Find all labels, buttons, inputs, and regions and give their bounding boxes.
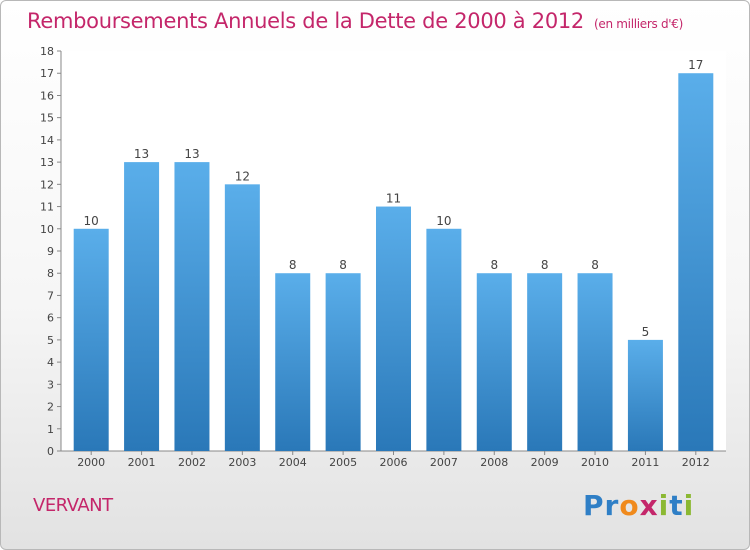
- bar: [678, 73, 714, 451]
- y-tick-label: 18: [40, 45, 54, 58]
- bar: [73, 228, 109, 451]
- y-tick-label: 15: [40, 112, 54, 125]
- x-tick-label: 2000: [77, 456, 105, 469]
- bar-value-label: 10: [436, 214, 451, 228]
- bar-value-label: 8: [339, 258, 347, 272]
- logo-letter: x: [639, 489, 659, 522]
- bar: [577, 273, 613, 451]
- x-tick-label: 2002: [178, 456, 206, 469]
- bar-value-label: 5: [642, 325, 650, 339]
- logo-letter: P: [583, 489, 605, 522]
- bar-value-label: 8: [541, 258, 549, 272]
- x-tick-label: 2012: [682, 456, 710, 469]
- bars: 10 13 13 12 8 8 11 10 8 8 8 5 17: [73, 58, 714, 452]
- y-tick-label: 14: [40, 134, 54, 147]
- bar: [174, 162, 210, 451]
- x-tick-label: 2009: [531, 456, 559, 469]
- y-tick-label: 5: [47, 334, 54, 347]
- bar-value-label: 8: [490, 258, 498, 272]
- y-tick-label: 4: [47, 356, 54, 369]
- x-tick-label: 2006: [380, 456, 408, 469]
- bar-value-label: 17: [688, 58, 703, 72]
- y-tick-label: 9: [47, 245, 54, 258]
- bar: [124, 162, 160, 451]
- bar: [376, 206, 411, 451]
- x-tick-label: 2011: [631, 456, 659, 469]
- x-tick-label: 2004: [279, 456, 307, 469]
- y-tick-label: 8: [47, 267, 54, 280]
- y-tick-label: 0: [47, 445, 54, 458]
- y-tick-label: 3: [47, 378, 54, 391]
- logo-letter: r: [604, 489, 620, 522]
- chart-unit: (en milliers d'€): [594, 17, 684, 31]
- logo-letter: o: [619, 489, 640, 522]
- bar: [426, 228, 462, 451]
- x-tick-label: 2001: [128, 456, 156, 469]
- y-tick-label: 16: [40, 89, 54, 102]
- y-tick-label: 13: [40, 156, 54, 169]
- bar-value-label: 12: [235, 169, 250, 183]
- bar-value-label: 8: [591, 258, 599, 272]
- bar-value-label: 13: [134, 147, 149, 161]
- logo-letter: t: [669, 489, 684, 522]
- proxiti-logo: Proxiti: [583, 489, 694, 522]
- bar: [325, 273, 361, 451]
- y-tick-label: 10: [40, 223, 54, 236]
- y-tick-label: 1: [47, 423, 54, 436]
- bar: [476, 273, 512, 451]
- y-tick-label: 12: [40, 178, 54, 191]
- chart-title: Remboursements Annuels de la Dette de 20…: [27, 9, 683, 33]
- x-tick-label: 2010: [581, 456, 609, 469]
- x-tick-label: 2007: [430, 456, 458, 469]
- logo-letter: i: [658, 489, 670, 522]
- y-tick-label: 7: [47, 289, 54, 302]
- logo-letter: i: [683, 489, 695, 522]
- bar-value-label: 10: [84, 214, 99, 228]
- y-tick-label: 6: [47, 312, 54, 325]
- y-tick-label: 11: [40, 201, 54, 214]
- commune-name: VERVANT: [33, 495, 113, 516]
- x-tick-label: 2008: [480, 456, 508, 469]
- bar: [627, 339, 663, 451]
- bar-value-label: 8: [289, 258, 297, 272]
- y-tick-label: 17: [40, 67, 54, 80]
- bar-value-label: 11: [386, 192, 401, 206]
- chart-title-text: Remboursements Annuels de la Dette de 20…: [27, 9, 584, 33]
- y-tick-label: 2: [47, 401, 54, 414]
- bar: [224, 184, 260, 452]
- bar-value-label: 13: [184, 147, 199, 161]
- x-tick-label: 2005: [329, 456, 357, 469]
- bar: [527, 273, 563, 451]
- bar: [275, 273, 311, 451]
- x-tick-label: 2003: [228, 456, 256, 469]
